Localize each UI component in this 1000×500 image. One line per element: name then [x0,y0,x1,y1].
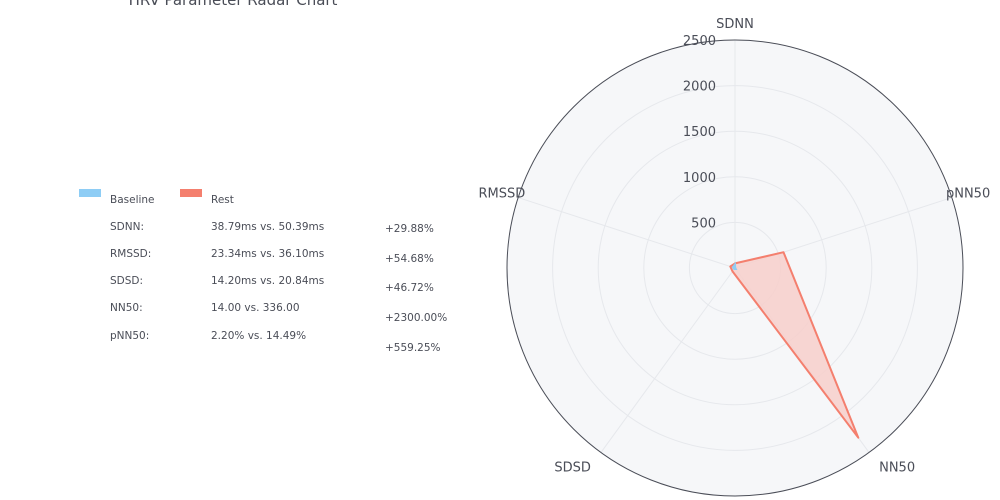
axis-label-rmssd: RMSSD [479,186,526,201]
legend: Baseline Rest [79,189,234,206]
stats-label: pNN50: [110,330,149,342]
stats-comparison: 14.00 vs. 336.00 [211,302,300,314]
axis-label-nn50: NN50 [879,460,915,475]
legend-label-baseline: Baseline [110,194,155,206]
stats-comparison: 2.20% vs. 14.49% [211,330,306,342]
legend-swatch-rest [180,189,202,197]
legend-swatch-baseline [79,189,101,197]
axis-label-sdsd: SDSD [554,460,591,475]
legend-label-rest: Rest [211,194,234,206]
stats-change: +29.88% [385,223,434,235]
stats-label: SDNN: [110,221,144,233]
stats-change: +559.25% [385,342,441,354]
stats-label: NN50: [110,302,143,314]
grid-spoke [600,267,736,453]
stats-label: SDSD: [110,275,143,287]
stats-table: SDNN: 38.79ms vs. 50.39ms +29.88% RMSSD:… [110,221,447,354]
polar-outline [506,39,964,497]
axis-label-sdnn: SDNN [716,17,754,32]
axis-label-pnn50: pNN50 [946,186,990,201]
stats-comparison: 38.79ms vs. 50.39ms [211,221,324,233]
stats-comparison: 23.34ms vs. 36.10ms [211,248,324,260]
series-area-rest [729,251,860,439]
stats-change: +54.68% [385,253,434,265]
chart-title: HRV Parameter Radar Chart [129,0,338,9]
radial-tick-label: 2500 [683,34,716,49]
stats-label: RMSSD: [110,248,151,260]
radial-tick-label: 1500 [683,125,716,140]
stats-change: +2300.00% [385,312,447,324]
grid-spoke [518,197,736,269]
radial-tick-label: 1000 [683,171,716,186]
stats-comparison: 14.20ms vs. 20.84ms [211,275,324,287]
radial-tick-label: 2000 [683,80,716,95]
stats-change: +46.72% [385,282,434,294]
series-outline-baseline [731,261,738,270]
radial-tick-label: 500 [691,216,716,231]
